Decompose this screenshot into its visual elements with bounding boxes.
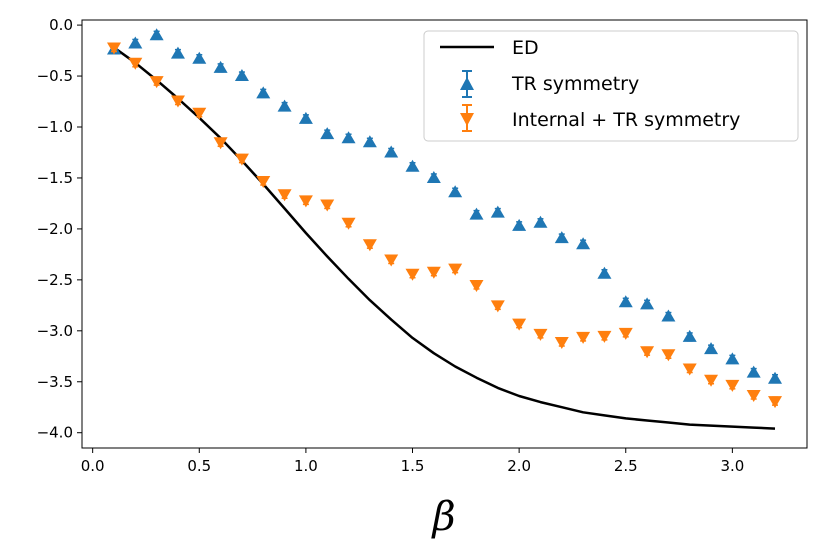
x-axis-label: β (430, 494, 455, 540)
x-tick-label: 3.0 (720, 457, 744, 475)
tr-symmetry-point (682, 329, 697, 342)
y-axis: 0.0 −0.5 −1.0 −1.5 −2.0 −2.5 −3.0 −3.5 −4.0 (37, 16, 82, 442)
x-axis: 0.0 0.5 1.0 1.5 2.0 2.5 3.0 (81, 448, 744, 475)
y-tick-label: −1.0 (37, 118, 73, 136)
internal-tr-symmetry-point (128, 57, 143, 70)
internal-tr-symmetry-point (576, 331, 591, 344)
marker-layer (106, 28, 783, 409)
internal-tr-symmetry-point (618, 327, 633, 340)
tr-symmetry-point (256, 86, 271, 99)
internal-tr-symmetry-point (725, 379, 740, 392)
internal-tr-symmetry-point (213, 137, 228, 150)
internal-tr-symmetry-point (405, 268, 420, 281)
tr-symmetry-point (725, 352, 740, 365)
tr-symmetry-point (704, 342, 719, 355)
tr-symmetry-point (234, 69, 249, 82)
y-tick-label: −0.5 (37, 67, 73, 85)
legend-box (423, 30, 799, 142)
legend-tr-marker (460, 70, 474, 98)
y-tick-label: −3.5 (37, 373, 73, 391)
tr-symmetry-point (277, 99, 292, 112)
y-tick-label: −2.0 (37, 220, 73, 238)
internal-tr-symmetry-point (426, 266, 441, 279)
tr-symmetry-point (405, 159, 420, 172)
tr-symmetry-point (640, 297, 655, 310)
internal-tr-symmetry-point (661, 349, 676, 362)
x-tick-label: 0.0 (81, 457, 105, 475)
legend-internal-tr-label: Internal + TR symmetry (512, 109, 740, 131)
tr-symmetry-point (320, 127, 335, 140)
internal-tr-symmetry-point (746, 390, 761, 403)
internal-tr-symmetry-point (533, 328, 548, 341)
x-tick-label: 1.0 (294, 457, 318, 475)
tr-symmetry-point (149, 28, 164, 41)
internal-tr-symmetry-point (597, 330, 612, 343)
tr-symmetry-point (469, 207, 484, 220)
y-tick-label: 0.0 (49, 16, 73, 34)
tr-symmetry-point (170, 46, 185, 59)
internal-tr-symmetry-point (170, 95, 185, 108)
internal-tr-symmetry-point (490, 300, 505, 313)
internal-tr-symmetry-point (277, 189, 292, 202)
tr-symmetry-point (597, 266, 612, 279)
y-tick-label: −4.0 (37, 424, 73, 442)
tr-symmetry-point (192, 51, 207, 64)
internal-tr-symmetry-point (234, 153, 249, 166)
internal-tr-symmetry-point (448, 263, 463, 276)
y-tick-label: −1.5 (37, 169, 73, 187)
internal-tr-symmetry-point (768, 396, 783, 409)
internal-tr-symmetry-point (512, 318, 527, 331)
x-tick-label: 0.5 (187, 457, 211, 475)
internal-tr-symmetry-point (341, 217, 356, 230)
tr-symmetry-point (213, 60, 228, 73)
internal-tr-symmetry-point (469, 279, 484, 292)
internal-tr-symmetry-point (640, 346, 655, 359)
legend-tr-label: TR symmetry (511, 73, 639, 95)
tr-symmetry-point (512, 218, 527, 231)
tr-symmetry-point (128, 36, 143, 49)
tr-symmetry-point (746, 365, 761, 378)
x-tick-label: 2.5 (614, 457, 638, 475)
tr-symmetry-point (490, 205, 505, 218)
tr-symmetry-point (768, 371, 783, 384)
internal-tr-symmetry-point (320, 199, 335, 212)
tr-symmetry-point (341, 131, 356, 144)
internal-tr-symmetry-point (704, 374, 719, 387)
internal-tr-symmetry-point (256, 176, 271, 189)
tr-symmetry-point (576, 237, 591, 250)
tr-symmetry-point (448, 185, 463, 198)
x-tick-label: 2.0 (507, 457, 531, 475)
tr-symmetry-point (533, 215, 548, 228)
internal-tr-symmetry-point (192, 107, 207, 120)
tr-symmetry-point (298, 111, 313, 124)
internal-tr-symmetry-point (682, 363, 697, 376)
internal-tr-symmetry-point (384, 254, 399, 267)
legend: ED TR symmetry Internal + TR symmetry (423, 30, 799, 142)
legend-ed-label: ED (512, 37, 539, 59)
tr-symmetry-point (661, 309, 676, 322)
tr-symmetry-point (618, 295, 633, 308)
y-tick-label: −2.5 (37, 271, 73, 289)
internal-tr-symmetry-point (149, 76, 164, 89)
internal-tr-symmetry-point (298, 195, 313, 208)
x-tick-label: 1.5 (401, 457, 425, 475)
tr-symmetry-point (384, 145, 399, 158)
tr-symmetry-point (554, 231, 569, 244)
plot-frame (81, 19, 808, 449)
tr-symmetry-point (362, 135, 377, 148)
internal-tr-symmetry-point (554, 337, 569, 350)
tr-symmetry-point (426, 170, 441, 183)
internal-tr-symmetry-point (362, 239, 377, 252)
internal-tr-symmetry-point (106, 42, 121, 55)
legend-internal-tr-marker (460, 104, 474, 132)
y-tick-label: −3.0 (37, 322, 73, 340)
